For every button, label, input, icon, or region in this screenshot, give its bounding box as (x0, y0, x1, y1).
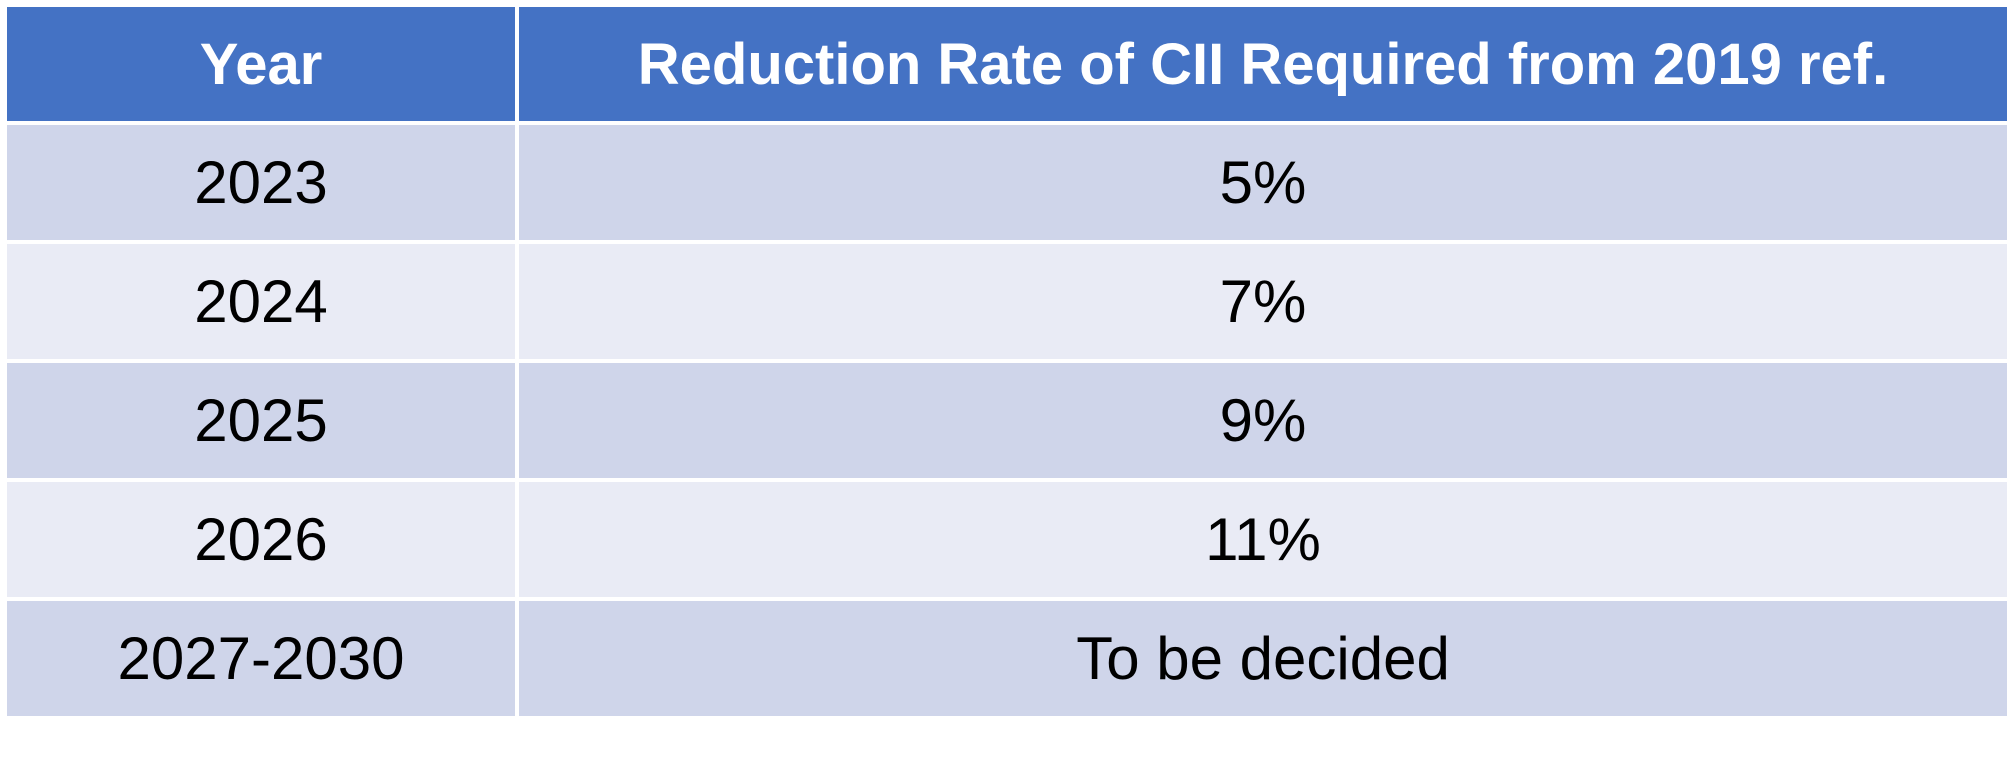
year-cell: 2024 (3, 240, 519, 363)
table-header: Year Reduction Rate of CII Required from… (3, 3, 2011, 125)
table-row: 2023 5% (3, 121, 2011, 244)
table-row: 2026 11% (3, 478, 2011, 601)
cii-reduction-table-container: Year Reduction Rate of CII Required from… (3, 3, 2011, 720)
column-header-year: Year (3, 3, 519, 125)
reduction-rate-cell: To be decided (515, 597, 2011, 720)
table-row: 2025 9% (3, 359, 2011, 482)
year-cell: 2023 (3, 121, 519, 244)
column-header-reduction-rate: Reduction Rate of CII Required from 2019… (515, 3, 2011, 125)
year-cell: 2026 (3, 478, 519, 601)
reduction-rate-cell: 5% (515, 121, 2011, 244)
reduction-rate-cell: 7% (515, 240, 2011, 363)
table-row: 2027-2030 To be decided (3, 597, 2011, 720)
cii-reduction-table: Year Reduction Rate of CII Required from… (3, 3, 2011, 720)
header-row: Year Reduction Rate of CII Required from… (3, 3, 2011, 125)
table-body: 2023 5% 2024 7% 2025 9% 2026 11% 2027-20… (3, 121, 2011, 720)
table-row: 2024 7% (3, 240, 2011, 363)
reduction-rate-cell: 11% (515, 478, 2011, 601)
year-cell: 2027-2030 (3, 597, 519, 720)
reduction-rate-cell: 9% (515, 359, 2011, 482)
year-cell: 2025 (3, 359, 519, 482)
